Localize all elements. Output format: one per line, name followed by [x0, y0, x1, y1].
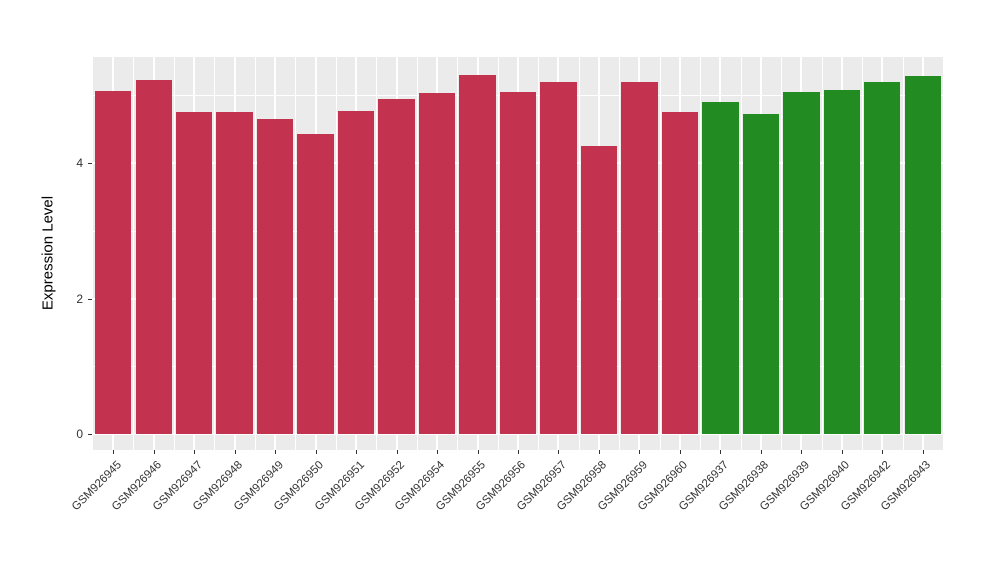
- x-tick-mark: [639, 450, 641, 454]
- x-tick-mark: [234, 450, 236, 454]
- x-tick-mark: [801, 450, 803, 454]
- x-tick-mark: [153, 450, 155, 454]
- bar-GSM926948: [216, 112, 253, 434]
- y-axis-title: Expression Level: [39, 195, 57, 311]
- y-tick-label: 2: [76, 291, 83, 306]
- x-tick-mark: [315, 450, 317, 454]
- bar-GSM926950: [297, 133, 334, 434]
- gridline-vertical-minor: [902, 57, 904, 450]
- gridline-vertical-minor: [659, 57, 661, 450]
- x-tick-mark: [113, 450, 115, 454]
- gridline-vertical-minor: [862, 57, 864, 450]
- gridline-vertical-minor: [538, 57, 540, 450]
- gridline-vertical-minor: [416, 57, 418, 450]
- bar-GSM926943: [904, 76, 941, 434]
- bar-GSM926949: [256, 118, 294, 434]
- x-tick-mark: [679, 450, 681, 454]
- bar-GSM926945: [95, 91, 132, 434]
- bar-GSM926958: [580, 146, 618, 434]
- bar-GSM926937: [702, 102, 739, 434]
- gridline-vertical-minor: [376, 57, 378, 450]
- y-tick-mark: [88, 434, 92, 435]
- x-tick-mark: [275, 450, 277, 454]
- bar-GSM926957: [540, 82, 577, 434]
- gridline-vertical-minor: [578, 57, 580, 450]
- gridline-vertical-minor: [173, 57, 175, 450]
- gridline-vertical-minor: [700, 57, 702, 450]
- x-tick-mark: [841, 450, 843, 454]
- x-tick-mark: [720, 450, 722, 454]
- bar-GSM926959: [621, 81, 658, 434]
- bar-GSM926951: [337, 110, 375, 434]
- bar-GSM926939: [783, 91, 820, 434]
- gridline-vertical-minor: [619, 57, 621, 450]
- bar-GSM926938: [742, 114, 780, 434]
- x-tick-mark: [882, 450, 884, 454]
- bar-GSM926940: [823, 89, 861, 434]
- bar-GSM926954: [418, 93, 456, 434]
- x-tick-mark: [558, 450, 560, 454]
- plot-panel: [93, 57, 943, 450]
- gridline-vertical-minor: [457, 57, 459, 450]
- gridline-vertical-minor: [214, 57, 216, 450]
- bar-GSM926942: [864, 81, 901, 434]
- x-tick-mark: [922, 450, 924, 454]
- gridline-vertical-minor: [133, 57, 135, 450]
- bar-GSM926956: [499, 91, 537, 434]
- bar-GSM926952: [378, 98, 415, 434]
- x-tick-mark: [194, 450, 196, 454]
- gridline-vertical-minor: [295, 57, 297, 450]
- gridline-vertical-minor: [497, 57, 499, 450]
- bar-GSM926947: [175, 111, 213, 434]
- gridline-vertical-minor: [740, 57, 742, 450]
- bar-GSM926960: [661, 111, 699, 434]
- x-tick-mark: [437, 450, 439, 454]
- bar-GSM926946: [135, 79, 172, 434]
- x-tick-mark: [760, 450, 762, 454]
- gridline-vertical-minor: [254, 57, 256, 450]
- y-tick-mark: [88, 163, 92, 164]
- y-tick-label: 0: [76, 427, 83, 441]
- gridline-vertical-minor: [335, 57, 337, 450]
- x-tick-mark: [396, 450, 398, 454]
- x-tick-mark: [518, 450, 519, 454]
- x-tick-mark: [598, 450, 600, 454]
- y-tick-label: 4: [76, 156, 83, 170]
- x-tick-mark: [477, 450, 479, 454]
- gridline-vertical-minor: [821, 57, 823, 450]
- x-tick-mark: [356, 450, 358, 454]
- gridline-vertical-minor: [781, 57, 783, 450]
- y-tick-mark: [88, 298, 92, 300]
- bar-GSM926955: [459, 74, 496, 434]
